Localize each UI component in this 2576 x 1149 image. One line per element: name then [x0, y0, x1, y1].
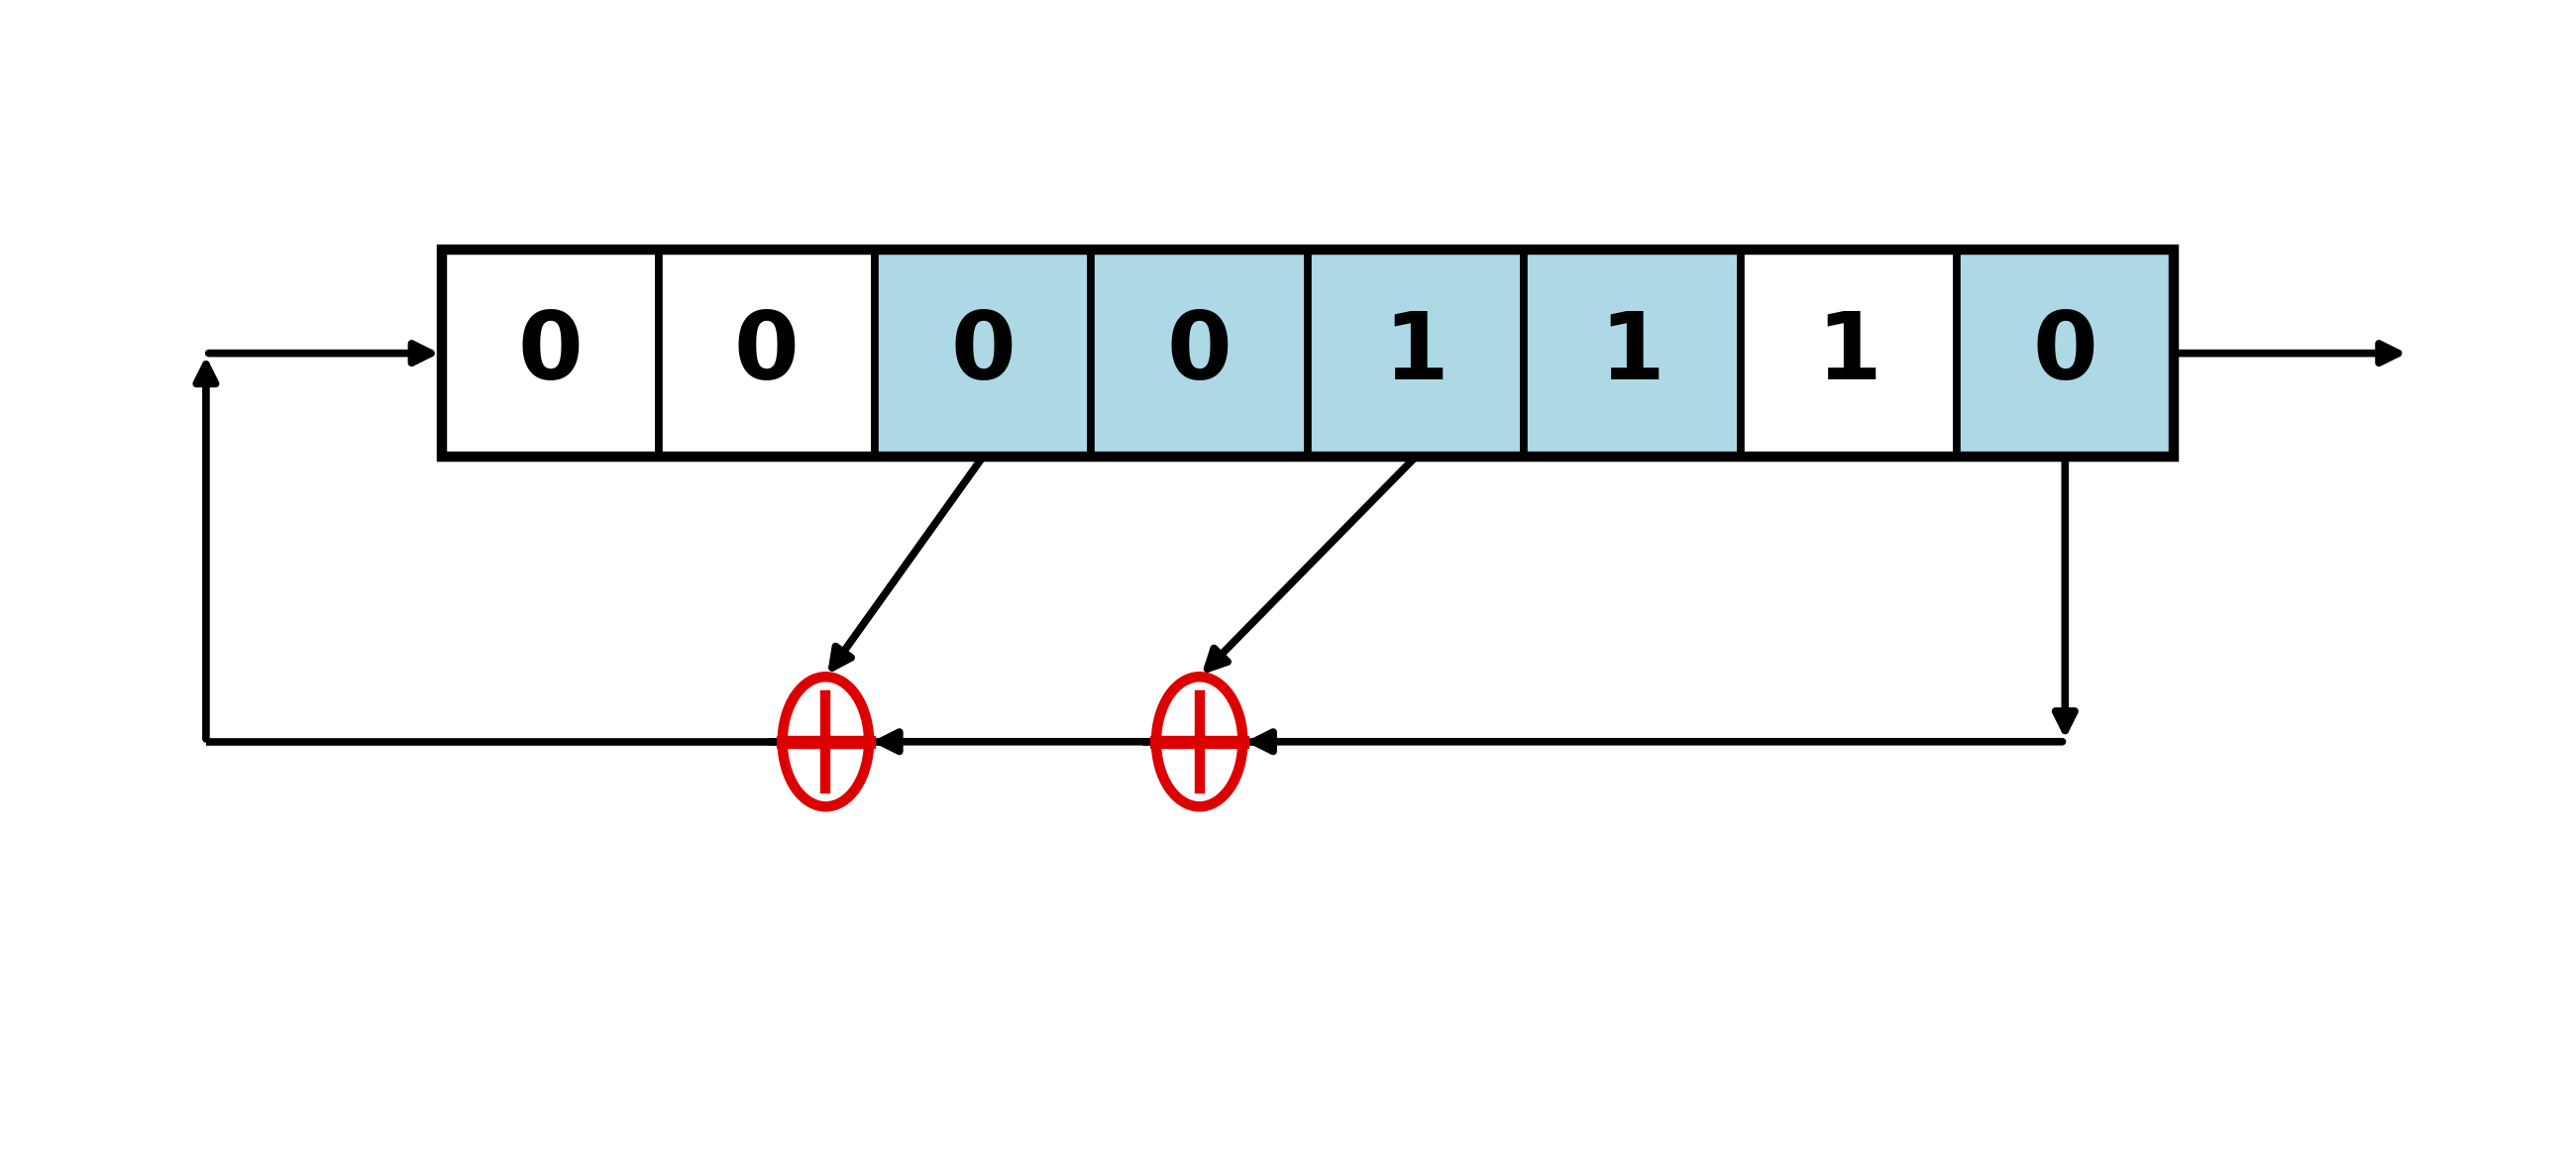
Bar [443, 250, 2174, 456]
Text: 0: 0 [2032, 308, 2097, 399]
Text: 1: 1 [1816, 308, 1880, 399]
Text: 0: 0 [1167, 308, 1231, 399]
Text: 0: 0 [734, 308, 799, 399]
Ellipse shape [1157, 677, 1242, 807]
Bar [1309, 250, 1525, 456]
Bar [1525, 250, 1741, 456]
Bar [443, 250, 659, 456]
Text: 1: 1 [1600, 308, 1664, 399]
Text: 1: 1 [1383, 308, 1448, 399]
Bar [1741, 250, 1958, 456]
Bar [1092, 250, 1309, 456]
Bar [876, 250, 1092, 456]
Ellipse shape [783, 677, 868, 807]
Text: 0: 0 [518, 308, 582, 399]
Bar [1958, 250, 2174, 456]
Bar [659, 250, 876, 456]
Text: 0: 0 [951, 308, 1015, 399]
